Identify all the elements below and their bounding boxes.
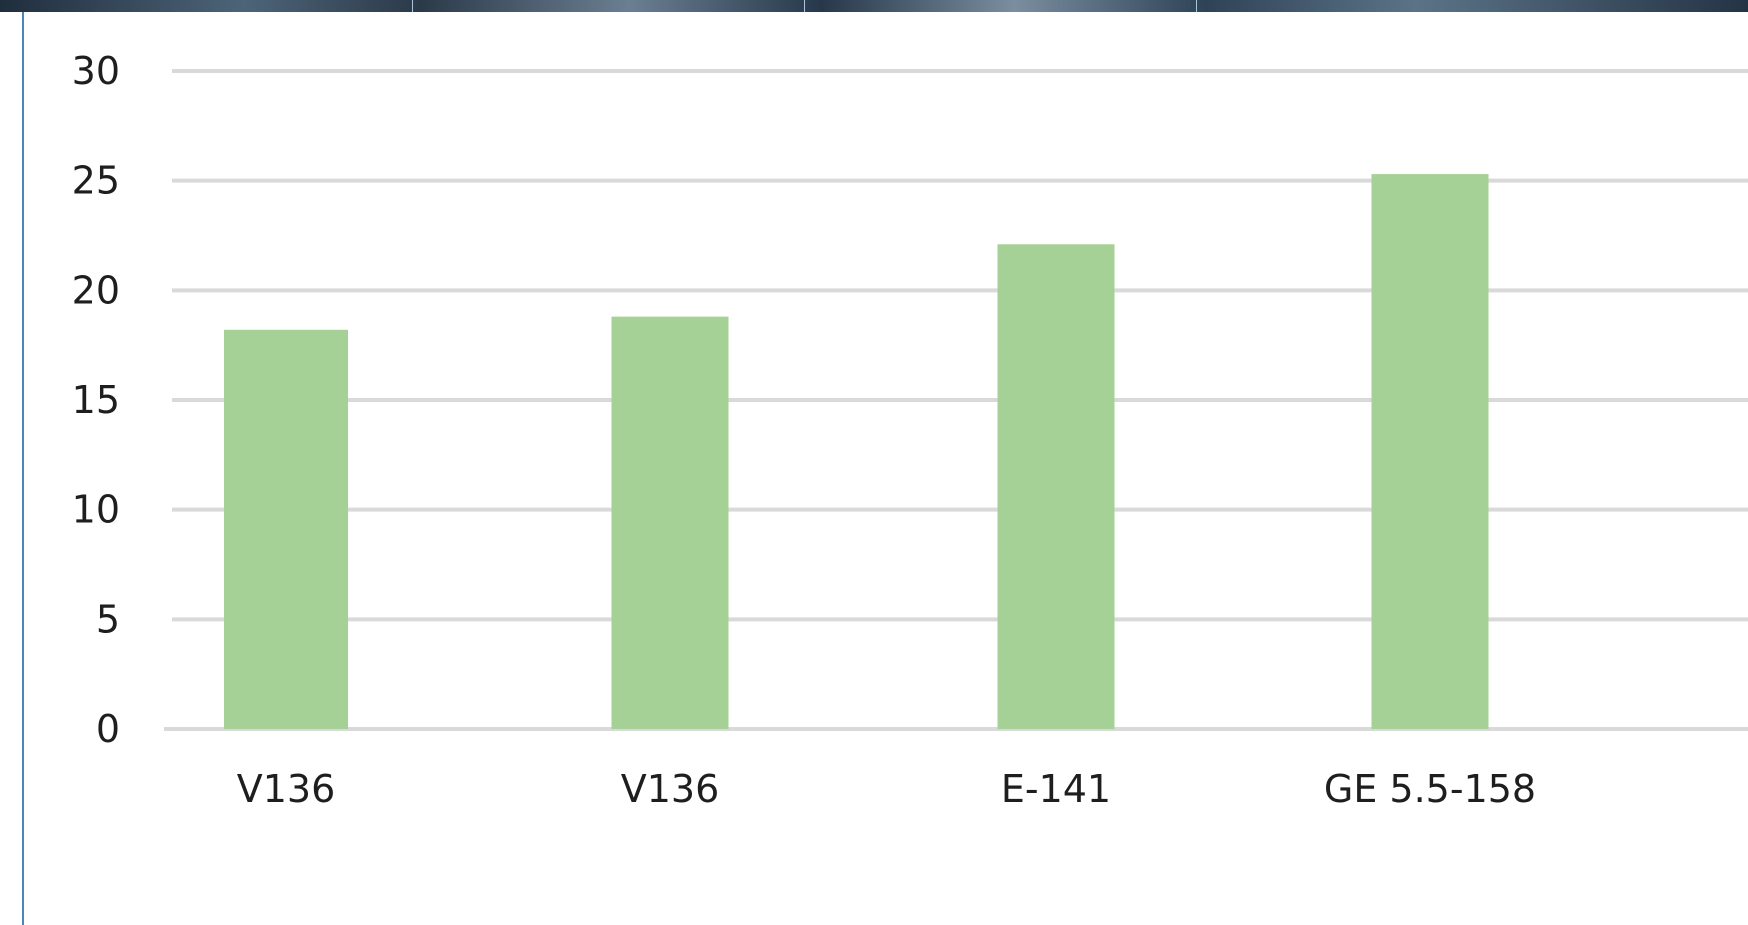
y-tick-label: 20 xyxy=(72,268,120,312)
y-tick-label: 5 xyxy=(96,597,120,641)
y-tick-label: 0 xyxy=(96,707,120,751)
x-category-label: V136 xyxy=(621,767,720,811)
y-tick-label: 30 xyxy=(72,49,120,93)
y-axis-ticks: 0 5 10 15 20 25 30 xyxy=(72,49,120,751)
chart-bars xyxy=(224,174,1489,730)
top-strip-divider xyxy=(412,0,413,12)
x-axis-labels: V136 V136 E-141 GE 5.5-158 xyxy=(237,767,1536,811)
left-border-line xyxy=(0,12,24,925)
bar-4 xyxy=(1371,174,1489,729)
y-tick-label: 25 xyxy=(72,159,120,203)
bar-chart: 0 5 10 15 20 25 30 V136 V136 E-141 GE 5.5-158 xyxy=(72,49,1748,811)
top-image-strip xyxy=(0,0,1748,12)
top-strip-divider xyxy=(1196,0,1197,12)
bar-2 xyxy=(611,316,729,729)
y-tick-label: 15 xyxy=(72,378,120,422)
bar-3 xyxy=(997,244,1115,730)
y-tick-label: 10 xyxy=(72,488,120,532)
x-category-label: GE 5.5-158 xyxy=(1324,767,1536,811)
chart-grid xyxy=(164,69,1748,731)
top-strip-divider xyxy=(804,0,805,12)
chart-container: 0 5 10 15 20 25 30 V136 V136 E-141 GE 5.5-158 xyxy=(24,12,1748,925)
bar-1 xyxy=(224,329,348,729)
x-category-label: E-141 xyxy=(1001,767,1111,811)
x-category-label: V136 xyxy=(237,767,336,811)
